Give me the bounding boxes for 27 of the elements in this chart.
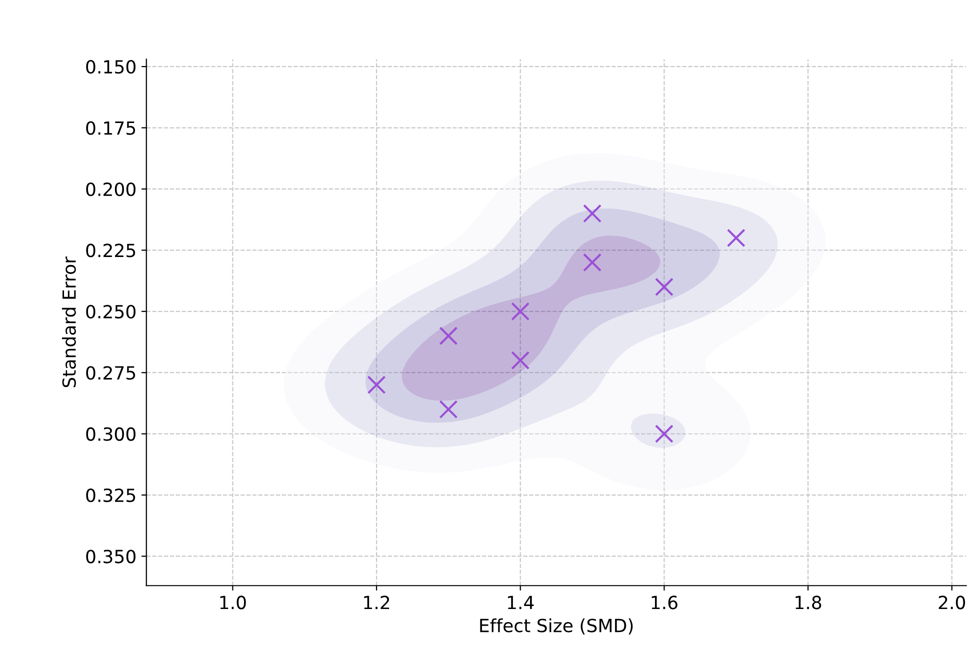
- y-tick-label: 0.325: [86, 488, 136, 502]
- y-tick-label: 0.150: [86, 60, 136, 74]
- y-tick-label: 0.225: [86, 244, 136, 258]
- point: [511, 351, 530, 370]
- x-tick-label: 1.0: [220, 596, 246, 610]
- y-tick-label: 0.300: [86, 427, 136, 441]
- x-axis-title: Effect Size (SMD): [480, 618, 633, 634]
- y-tick-label: 0.275: [86, 366, 136, 380]
- x-tick-label: 1.2: [364, 596, 390, 610]
- x-tick-label: 1.4: [508, 596, 534, 610]
- x-tick-label: 2.0: [938, 596, 966, 610]
- y-tick-label: 0.350: [86, 550, 136, 564]
- y-axis-title: Standard Error: [62, 256, 76, 388]
- point: [654, 278, 674, 296]
- point: [439, 400, 458, 419]
- y-tick-label: 0.250: [86, 304, 136, 319]
- point: [439, 326, 458, 346]
- x-tick-label: 1.8: [796, 596, 822, 610]
- y-tick-label: 0.200: [86, 182, 136, 196]
- point: [583, 253, 602, 272]
- point: [726, 228, 746, 248]
- point: [367, 376, 386, 394]
- point: [654, 424, 674, 444]
- y-tick-label: 0.175: [86, 121, 136, 135]
- point: [511, 302, 530, 321]
- x-tick-label: 1.6: [652, 596, 678, 610]
- point: [583, 204, 602, 223]
